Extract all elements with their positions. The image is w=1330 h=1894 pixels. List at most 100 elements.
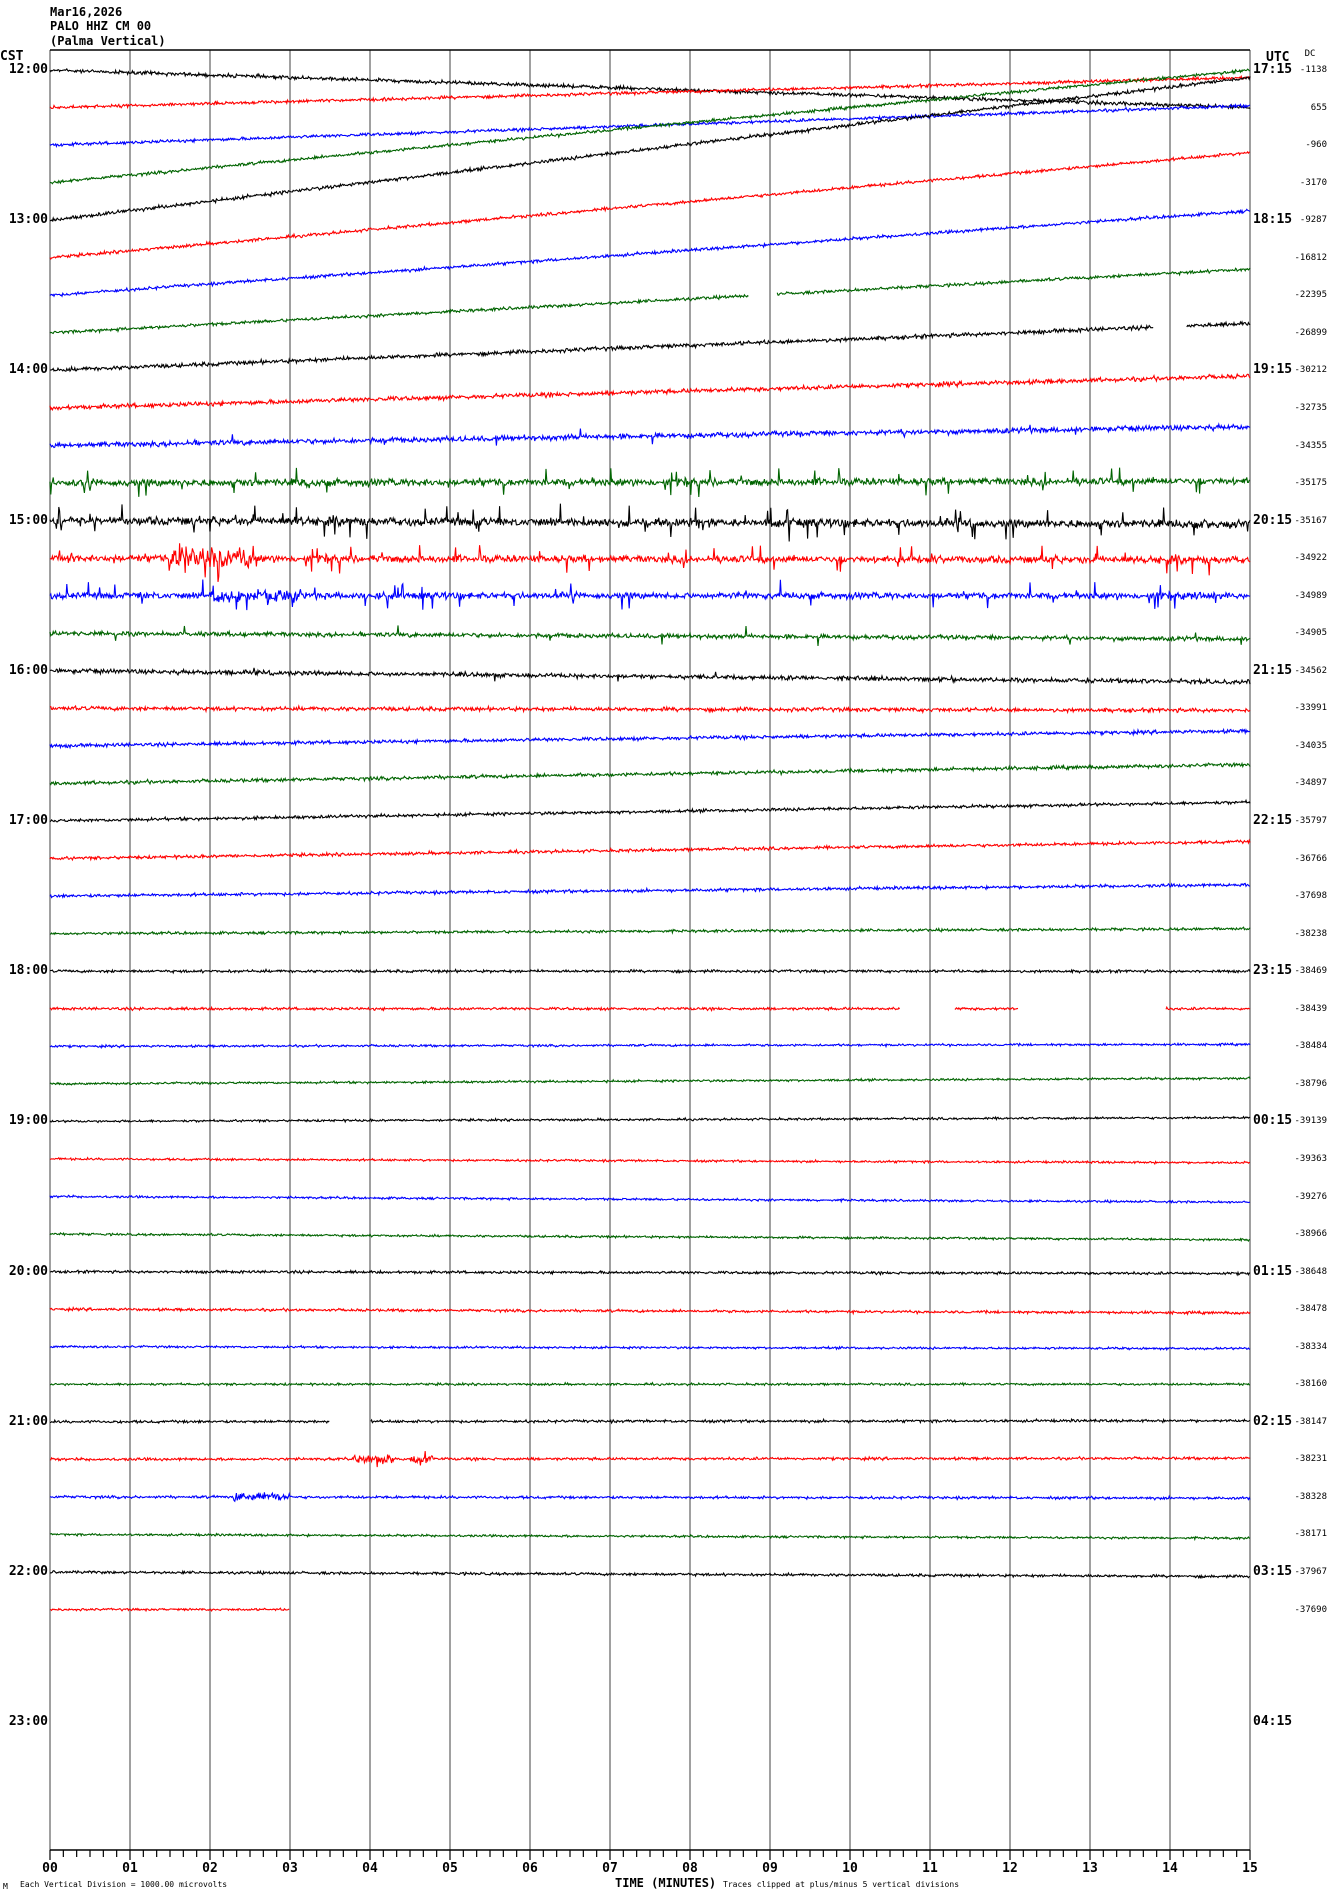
right-time-label: 02:15 [1253,1413,1293,1429]
trace-32 [49,1269,1251,1277]
x-tick-label: 06 [522,1861,538,1876]
dc-offset-label: -38171 [1294,1529,1327,1540]
right-time-label: 23:15 [1253,963,1293,979]
trace-36 [370,1417,1251,1425]
dc-offset-label: -34035 [1294,740,1327,751]
dc-offset-label: -34922 [1294,553,1327,564]
right-time-label: 18:15 [1253,212,1293,228]
dc-offset-label: -34905 [1294,628,1327,639]
dc-offset-label: -38484 [1294,1041,1327,1052]
dc-offset-label: -34897 [1294,778,1327,789]
dc-offset-label: -22395 [1294,290,1327,301]
left-time-label: 14:00 [8,362,48,378]
left-time-label: 20:00 [8,1263,48,1279]
trace-8 [49,323,1154,373]
x-tick-label: 07 [602,1861,618,1876]
dc-offset-label: -34355 [1294,440,1327,451]
scale-note: Each Vertical Division = 1000.00 microvo… [20,1880,228,1889]
trace-5 [49,150,1251,261]
right-timezone: UTC [1266,50,1290,65]
dc-offset-label: -32735 [1294,402,1327,413]
trace-30 [49,1194,1251,1205]
dc-offset-label: -38328 [1294,1491,1327,1502]
dc-offset-label: -35167 [1294,515,1327,526]
right-time-label: 03:15 [1253,1564,1293,1579]
dc-offset-label: -38439 [1294,1003,1327,1014]
x-tick-label: 05 [442,1861,458,1876]
trace-38 [49,1491,1251,1503]
x-tick-label: 09 [762,1861,778,1876]
dc-offset-label: -38160 [1294,1379,1327,1390]
x-tick-label: 03 [282,1861,298,1876]
trace-9 [49,372,1251,412]
trace-14 [49,579,1251,611]
right-time-label: 21:15 [1253,662,1293,678]
trace-11 [49,467,1251,498]
trace-3 [49,68,1251,185]
right-time-label: 01:15 [1253,1263,1293,1279]
trace-37 [49,1451,1251,1468]
right-time-label: 04:15 [1253,1714,1293,1730]
trace-36 [50,1418,330,1425]
left-time-label: 17:00 [8,813,48,828]
trace-23 [49,926,1251,936]
trace-34 [49,1344,1251,1352]
trace-4 [49,76,1251,222]
trace-10 [49,422,1251,449]
left-time-label: 18:00 [8,963,48,979]
station-label: PALO HHZ CM 00 [50,19,152,33]
dc-offset-label: -38796 [1294,1078,1327,1089]
dc-offset-label: -33991 [1294,703,1327,714]
trace-35 [49,1381,1251,1387]
dc-offset-label: -34989 [1294,590,1327,601]
right-time-label: 20:15 [1253,512,1293,528]
trace-27 [49,1076,1251,1086]
dc-offset-label: -36766 [1294,853,1327,864]
dc-offset-label: -26899 [1294,327,1327,338]
date-label: Mar16,2026 [50,5,123,19]
trace-41 [49,1607,290,1613]
trace-16 [49,667,1251,686]
x-tick-label: 10 [842,1861,858,1876]
right-time-label: 17:15 [1253,62,1293,77]
left-time-label: 21:00 [8,1413,48,1429]
trace-15 [49,625,1251,646]
trace-2 [49,103,1251,149]
dc-offset-label: -38648 [1294,1266,1327,1277]
x-tick-label: 15 [1242,1861,1258,1876]
right-time-label: 22:15 [1253,813,1293,828]
x-tick-label: 12 [1002,1861,1018,1876]
dc-offset-label: -30212 [1294,365,1327,376]
trace-40 [49,1569,1251,1580]
trace-12 [49,503,1251,542]
trace-31 [49,1231,1250,1243]
trace-6 [49,208,1251,298]
dc-offset-label: -3170 [1299,177,1327,188]
dc-offset-label: -38238 [1294,928,1327,939]
x-tick-label: 08 [682,1861,698,1876]
x-tick-label: 02 [202,1861,218,1876]
dc-offset-label: -16812 [1294,252,1327,263]
dc-offset-label: -39276 [1294,1191,1327,1202]
dc-offset-label: -38469 [1294,966,1327,977]
dc-offset-label: -39139 [1294,1116,1327,1127]
left-time-label: 13:00 [8,212,48,228]
clip-note: Traces clipped at plus/minus 5 vertical … [723,1880,960,1889]
x-axis-title: TIME (MINUTES) [615,1876,717,1890]
x-tick-label: 13 [1082,1861,1098,1876]
station-name: (Palma Vertical) [50,34,166,48]
dc-offset-label: -9287 [1299,215,1327,226]
trace-22 [49,882,1251,899]
dc-header: DC [1304,49,1316,59]
dc-offset-label: -39363 [1294,1153,1327,1164]
dc-offset-label: -35797 [1294,816,1327,826]
x-tick-label: 04 [362,1861,378,1876]
left-time-label: 12:00 [8,62,48,77]
trace-25 [49,1005,901,1012]
dc-offset-label: 655 [1310,102,1327,113]
trace-7 [776,267,1251,296]
dc-offset-label: -38147 [1294,1416,1327,1427]
trace-13 [49,543,1251,582]
dc-offset-label: -37690 [1294,1604,1327,1615]
